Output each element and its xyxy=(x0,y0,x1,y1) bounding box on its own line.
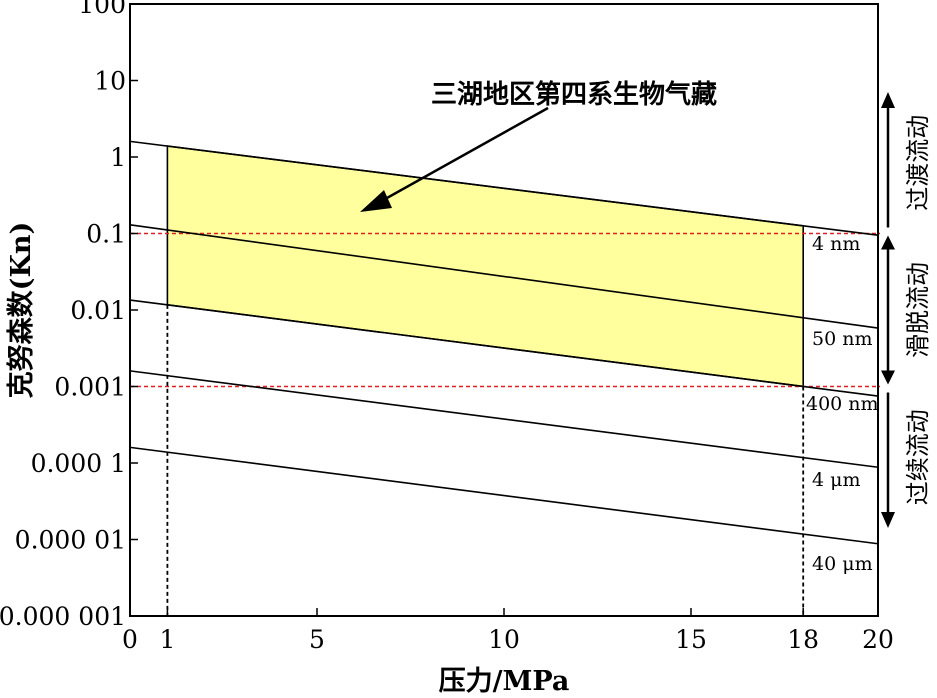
regime-arrow-head xyxy=(881,512,895,528)
series-label: 40 μm xyxy=(812,553,873,575)
series-label: 50 nm xyxy=(812,328,872,350)
y-axis-label: 克努森数(Kn) xyxy=(5,222,37,399)
series-label: 4 μm xyxy=(812,469,861,491)
series-line xyxy=(129,140,879,236)
y-tick-label: 0.1 xyxy=(86,220,126,249)
annotation-arrow-shaft xyxy=(377,106,549,205)
x-tick-label: 5 xyxy=(309,625,325,654)
x-axis-label: 压力/MPa xyxy=(439,666,570,697)
y-tick-label: 10 xyxy=(94,67,126,96)
annotation-arrow-head xyxy=(360,190,392,212)
series-line xyxy=(129,299,879,397)
x-tick-label: 15 xyxy=(675,625,707,654)
y-tick-label: 0.000 001 xyxy=(0,602,126,631)
annotation-text: 三湖地区第四系生物气藏 xyxy=(431,79,717,110)
series-line xyxy=(129,446,879,545)
series-line xyxy=(129,370,879,469)
y-tick-label: 0.000 01 xyxy=(15,526,126,555)
x-tick-label: 10 xyxy=(488,625,520,654)
shaded-region-layer xyxy=(166,145,805,388)
regime-arrow-head xyxy=(881,370,895,385)
x-tick-label: 0 xyxy=(122,625,138,654)
x-tick-label: 18 xyxy=(787,625,819,654)
regime-label: 滑脱流动 xyxy=(904,262,932,358)
y-tick-label: 0.001 xyxy=(54,373,126,402)
y-tick-label: 0.000 1 xyxy=(31,449,126,478)
regime-arrow-head xyxy=(881,235,895,250)
x-tick-label: 1 xyxy=(159,625,175,654)
regime-label: 过续流动 xyxy=(904,409,932,505)
series-label: 400 nm xyxy=(806,393,879,415)
shaded-region xyxy=(166,145,805,388)
series-labels: 4 nm 50 nm 400 nm 4 μm 40 μm xyxy=(806,233,879,575)
y-tick-label: 1 xyxy=(110,143,126,172)
annotation-layer: 三湖地区第四系生物气藏 xyxy=(360,79,717,212)
x-tick-label: 20 xyxy=(862,625,894,654)
y-axis-ticks: 100 10 1 0.1 0.01 0.001 0.000 1 0.000 01 0.000 0… xyxy=(0,0,138,631)
x-axis-ticks: 0 1 5 10 15 18 20 xyxy=(122,608,894,654)
series-line xyxy=(129,223,879,329)
series-label: 4 nm xyxy=(812,233,860,255)
regime-arrow-head xyxy=(881,92,895,108)
y-tick-label: 100 xyxy=(78,0,126,19)
regime-label: 过渡流动 xyxy=(904,115,932,211)
series-layer xyxy=(129,140,879,545)
reference-lines-layer xyxy=(130,232,880,616)
y-tick-label: 0.01 xyxy=(70,296,126,325)
